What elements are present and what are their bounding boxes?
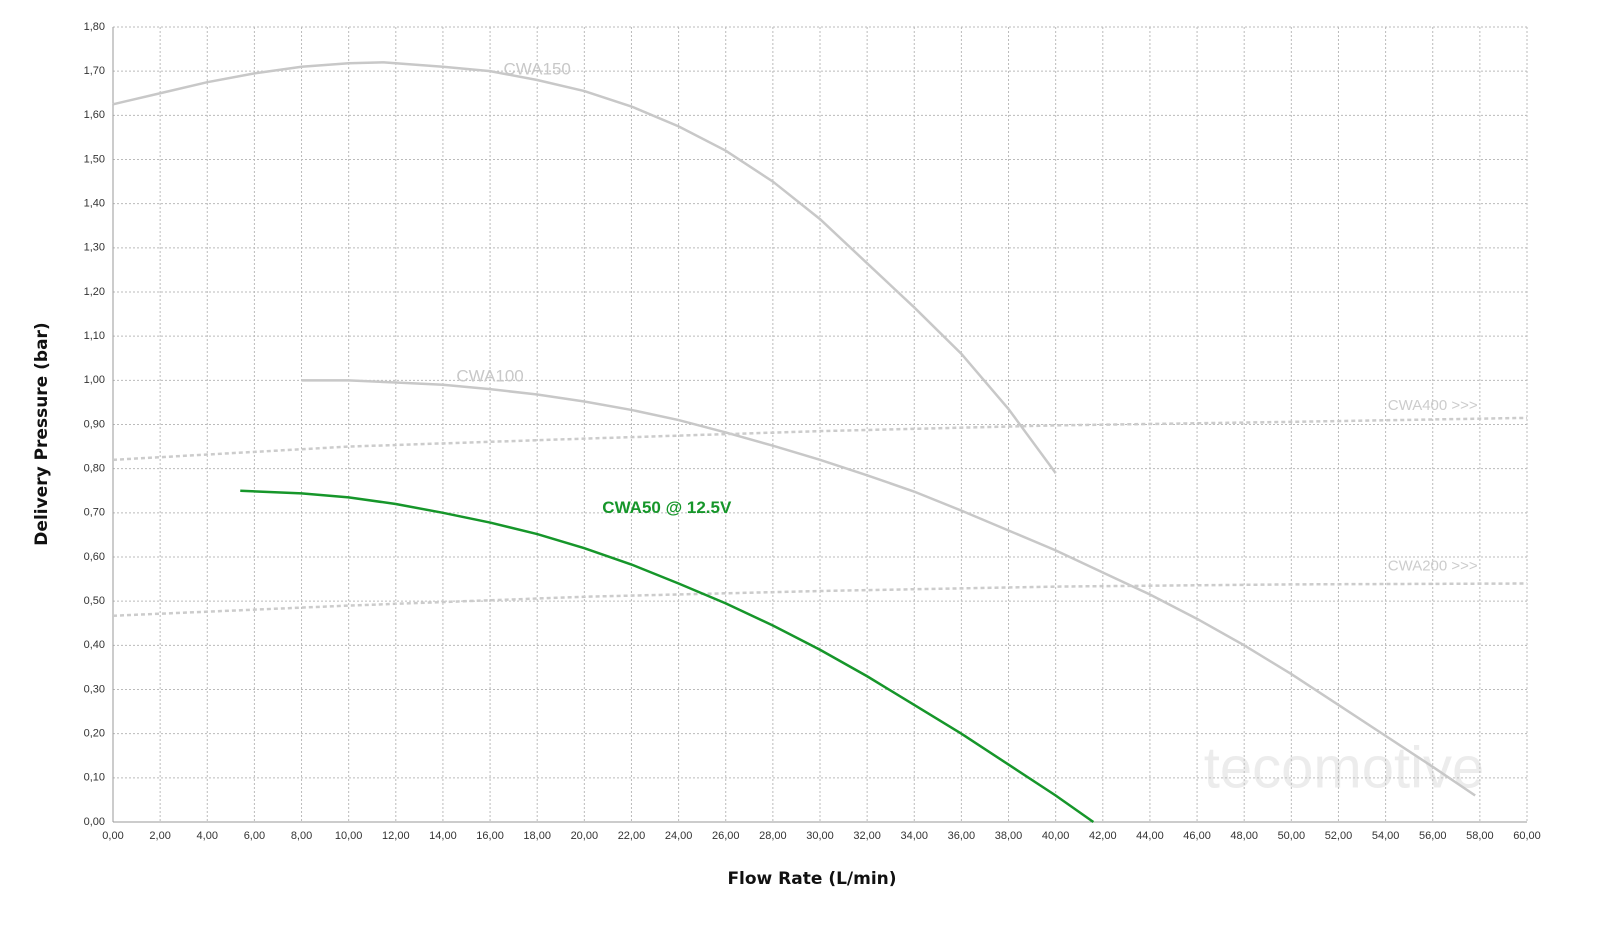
x-tick-label: 16,00 (476, 830, 504, 842)
y-tick-label: 0,50 (84, 595, 105, 607)
x-tick-label: 54,00 (1372, 830, 1400, 842)
y-tick-label: 0,00 (84, 816, 105, 828)
x-tick-label: 42,00 (1089, 830, 1117, 842)
x-tick-label: 36,00 (948, 830, 976, 842)
x-axis-title: Flow Rate (L/min) (727, 869, 896, 889)
series-label: CWA150 (503, 59, 570, 78)
series-label: CWA200 >>> (1388, 557, 1478, 574)
y-tick-label: 1,20 (84, 286, 105, 298)
x-tick-label: 26,00 (712, 830, 740, 842)
series-line (301, 379, 1476, 797)
x-tick-label: 14,00 (429, 830, 457, 842)
series-line (240, 489, 1095, 824)
x-tick-label: 52,00 (1325, 830, 1353, 842)
y-tick-label: 1,00 (84, 374, 105, 386)
y-axis-title: Delivery Pressure (bar) (32, 322, 52, 545)
x-tick-label: 20,00 (571, 830, 599, 842)
x-tick-label: 8,00 (291, 830, 312, 842)
x-tick-label: 28,00 (759, 830, 787, 842)
x-tick-label: 58,00 (1466, 830, 1494, 842)
series-line (112, 61, 1057, 474)
x-tick-label: 34,00 (901, 830, 929, 842)
x-tick-label: 6,00 (244, 830, 265, 842)
y-tick-label: 0,70 (84, 507, 105, 519)
y-tick-label: 1,60 (84, 109, 105, 121)
x-tick-label: 40,00 (1042, 830, 1070, 842)
x-tick-label: 48,00 (1230, 830, 1258, 842)
x-tick-label: 2,00 (149, 830, 170, 842)
y-tick-label: 0,40 (84, 639, 105, 651)
x-tick-label: 30,00 (806, 830, 834, 842)
x-tick-label: 4,00 (197, 830, 218, 842)
x-tick-label: 46,00 (1183, 830, 1211, 842)
series-label: CWA400 >>> (1388, 397, 1478, 414)
series-label: CWA50 @ 12.5V (602, 498, 732, 517)
x-tick-label: 18,00 (523, 830, 551, 842)
y-tick-label: 0,60 (84, 551, 105, 563)
x-tick-label: 60,00 (1513, 830, 1541, 842)
series-line (112, 582, 1528, 617)
x-tick-label: 44,00 (1136, 830, 1164, 842)
x-tick-label: 32,00 (853, 830, 881, 842)
series-label: CWA100 (456, 367, 523, 386)
x-tick-label: 50,00 (1278, 830, 1306, 842)
y-tick-label: 1,30 (84, 242, 105, 254)
y-tick-label: 1,70 (84, 65, 105, 77)
x-tick-label: 12,00 (382, 830, 410, 842)
x-tick-label: 22,00 (618, 830, 646, 842)
y-tick-label: 1,10 (84, 330, 105, 342)
y-tick-label: 1,80 (84, 21, 105, 33)
y-tick-label: 0,20 (84, 728, 105, 740)
watermark: tecomotive (1204, 735, 1484, 800)
x-tick-label: 38,00 (995, 830, 1023, 842)
y-tick-label: 0,80 (84, 463, 105, 475)
x-tick-label: 0,00 (102, 830, 123, 842)
y-tick-label: 0,30 (84, 683, 105, 695)
y-tick-label: 0,90 (84, 418, 105, 430)
y-tick-label: 1,40 (84, 198, 105, 210)
y-tick-label: 1,50 (84, 153, 105, 165)
y-tick-label: 0,10 (84, 772, 105, 784)
series-line (112, 416, 1528, 462)
x-tick-label: 56,00 (1419, 830, 1447, 842)
x-tick-label: 24,00 (665, 830, 693, 842)
x-tick-label: 10,00 (335, 830, 363, 842)
